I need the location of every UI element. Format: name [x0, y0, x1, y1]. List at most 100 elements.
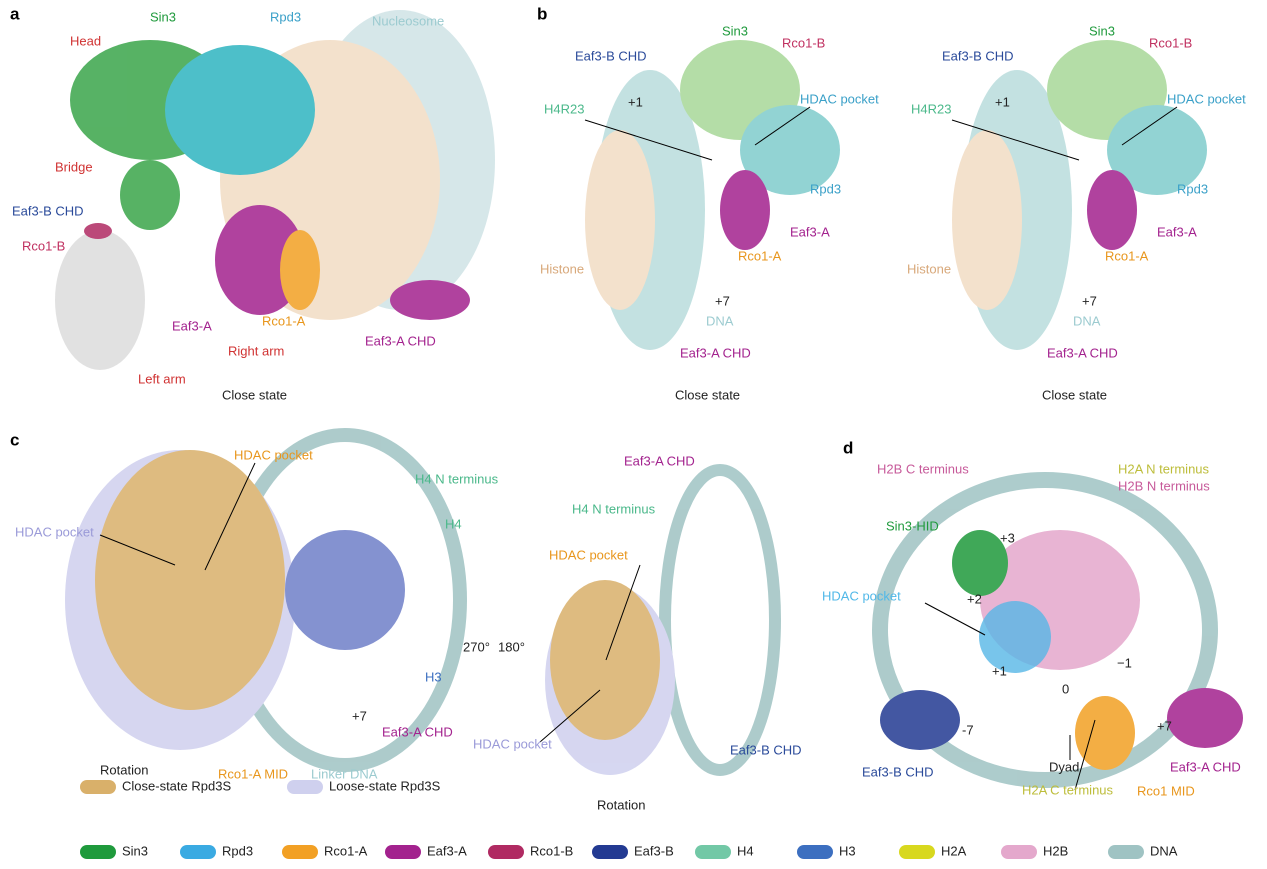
label: Sin3 [722, 23, 748, 38]
legend-label: Rco1-A [324, 843, 368, 858]
legend-label: Eaf3-A [427, 843, 467, 858]
label: +2 [967, 591, 982, 606]
caption: Close state [222, 387, 287, 402]
label: −1 [1117, 655, 1132, 670]
label: Eaf3-A CHD [680, 345, 751, 360]
legend-swatch [1108, 845, 1144, 859]
label: +7 [1082, 293, 1097, 308]
legend-swatch [488, 845, 524, 859]
label: DNA [1073, 313, 1101, 328]
label: Left arm [138, 371, 186, 386]
label: Rco1-A [1105, 248, 1149, 263]
legend-swatch [592, 845, 628, 859]
label: H4 N terminus [415, 471, 499, 486]
label: H2A N terminus [1118, 461, 1210, 476]
label: H3 [425, 669, 442, 684]
label: Head [70, 33, 101, 48]
label: HDAC pocket [822, 588, 901, 603]
structure-art [55, 10, 1243, 788]
label: Eaf3-A [1157, 224, 1197, 239]
label: +7 [1157, 718, 1172, 733]
label: Eaf3-A [172, 318, 212, 333]
label: 0 [1062, 681, 1069, 696]
label: +1 [995, 94, 1010, 109]
label: +1 [992, 663, 1007, 678]
label: Rco1-A MID [218, 766, 288, 781]
legend-label: H2B [1043, 843, 1068, 858]
label: Rpd3 [1177, 181, 1208, 196]
label: Dyad [1049, 759, 1079, 774]
label: Rotation [100, 762, 148, 777]
label: Rpd3 [270, 9, 301, 24]
label: H2B C terminus [877, 461, 969, 476]
panel-letter: a [10, 4, 20, 23]
label: Rco1-A [262, 313, 306, 328]
label: +7 [715, 293, 730, 308]
legend-label: Rpd3 [222, 843, 253, 858]
label: Eaf3-B CHD [942, 48, 1014, 63]
label: Rco1-B [22, 238, 65, 253]
label: HDAC pocket [234, 447, 313, 462]
legend-swatch [80, 845, 116, 859]
legend-swatch [899, 845, 935, 859]
label: DNA [706, 313, 734, 328]
label: Eaf3-A CHD [1170, 759, 1241, 774]
label: Eaf3-A CHD [624, 453, 695, 468]
legend-swatch [797, 845, 833, 859]
arrows [99, 106, 1178, 791]
legend-swatch [287, 780, 323, 794]
label: H2A C terminus [1022, 782, 1114, 797]
legend-label: Eaf3-B [634, 843, 674, 858]
label: Linker DNA [311, 766, 378, 781]
legend-swatch [282, 845, 318, 859]
caption: Close state [1042, 387, 1107, 402]
legend-swatch [80, 780, 116, 794]
panel-letter: b [537, 4, 547, 23]
legend-label: DNA [1150, 843, 1178, 858]
label: Eaf3-B CHD [862, 764, 934, 779]
legend-swatch [695, 845, 731, 859]
label: HDAC pocket [800, 91, 879, 106]
label: +1 [628, 94, 643, 109]
label: Rco1 MID [1137, 783, 1195, 798]
label: H2B N terminus [1118, 478, 1210, 493]
label: -7 [962, 722, 974, 737]
label: Rco1-A [738, 248, 782, 263]
label: Sin3-HID [886, 518, 939, 533]
caption: Close state [675, 387, 740, 402]
label: Sin3 [150, 9, 176, 24]
legend-swatch [1001, 845, 1037, 859]
legend-swatch [180, 845, 216, 859]
legend-label: Close-state Rpd3S [122, 778, 231, 793]
legend-swatch [385, 845, 421, 859]
label: HDAC pocket [1167, 91, 1246, 106]
label: Eaf3-A [790, 224, 830, 239]
legend-label: Rco1-B [530, 843, 573, 858]
legend-label: H4 [737, 843, 754, 858]
label: Bridge [55, 159, 93, 174]
label: Nucleosome [372, 13, 444, 28]
label: Rco1-B [782, 35, 825, 50]
label: H4 N terminus [572, 501, 656, 516]
label: +7 [352, 708, 367, 723]
label: Eaf3-B CHD [730, 742, 802, 757]
label: Eaf3-B CHD [575, 48, 647, 63]
label: H4 [445, 516, 462, 531]
panel-letter: c [10, 430, 19, 449]
label: +3 [1000, 530, 1015, 545]
label: Eaf3-A CHD [365, 333, 436, 348]
label: Rco1-B [1149, 35, 1192, 50]
label: Histone [540, 261, 584, 276]
legend-label: Loose-state Rpd3S [329, 778, 441, 793]
label: H4R23 [911, 101, 951, 116]
label: H4R23 [544, 101, 584, 116]
label: Rotation [597, 797, 645, 812]
panel-letter: d [843, 438, 853, 457]
label: Right arm [228, 343, 284, 358]
legend-label: Sin3 [122, 843, 148, 858]
label: Eaf3-A CHD [1047, 345, 1118, 360]
label: Eaf3-B CHD [12, 203, 84, 218]
label: HDAC pocket [15, 524, 94, 539]
legend-label: H2A [941, 843, 967, 858]
